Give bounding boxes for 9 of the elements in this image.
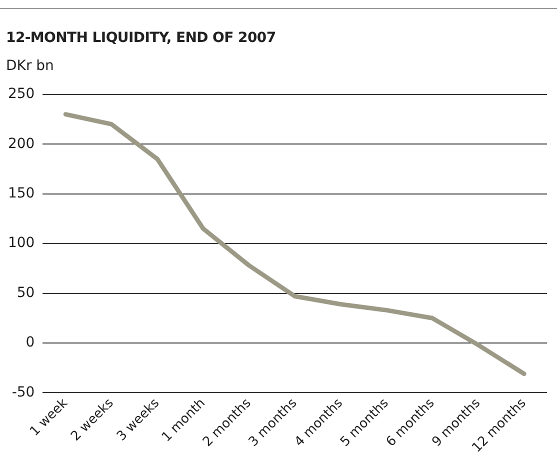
y-tick-label: 150	[8, 185, 35, 202]
y-tick-label: -50	[12, 384, 35, 400]
y-tick-label: 100	[8, 235, 35, 252]
y-tick-label: 250	[8, 86, 35, 102]
y-tick-label: 0	[26, 334, 35, 351]
y-tick-label: 200	[8, 136, 35, 152]
y-tick-label: 50	[16, 284, 35, 301]
chart-title: 12-MONTH LIQUIDITY, END OF 2007	[6, 30, 276, 46]
y-axis-title: DKr bn	[6, 58, 54, 74]
